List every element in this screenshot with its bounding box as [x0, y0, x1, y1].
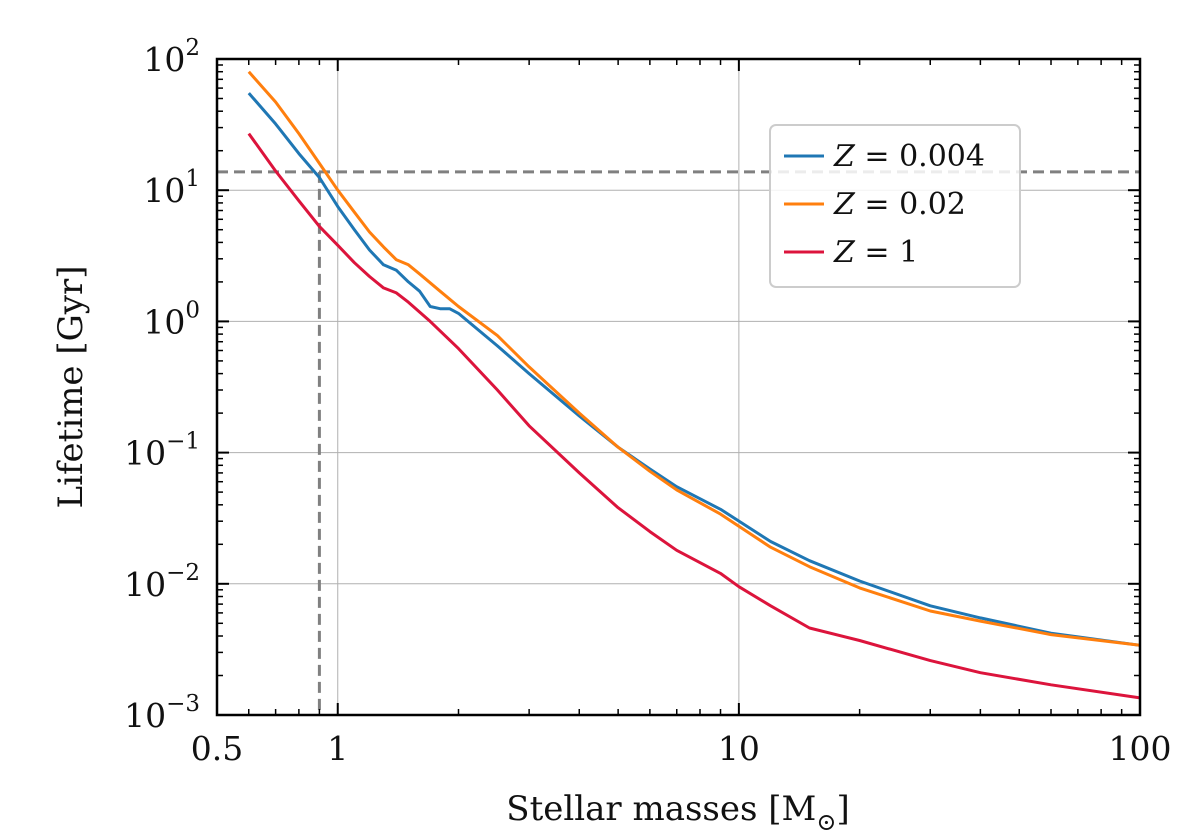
axis-ticks [216, 58, 1140, 716]
x-tick-label: 1 [327, 729, 348, 768]
grid-lines [217, 59, 1140, 715]
series-lines [247, 70, 1141, 700]
y-tick-label: 10−3 [124, 691, 200, 735]
x-tick-label: 100 [1109, 729, 1172, 768]
y-tick-label: 10−2 [124, 560, 200, 604]
series-line-0 [247, 92, 1141, 647]
y-tick-label: 101 [143, 166, 200, 210]
x-tick-label: 10 [718, 729, 760, 768]
y-axis-title: Lifetime [Gyr] [51, 265, 91, 508]
plot-frame [215, 57, 1142, 717]
y-tick-label: 102 [143, 35, 200, 79]
y-tick-label: 10−1 [124, 429, 200, 473]
legend-box [769, 124, 1021, 288]
legend-label-1: Z = 0.02 [833, 187, 966, 222]
legend-label-2: Z = 1 [833, 235, 918, 270]
x-axis-title: Stellar masses [M⊙] [506, 789, 849, 836]
legend: Z = 0.004 Z = 0.02 Z = 1 [769, 124, 1021, 288]
series-line-1 [247, 70, 1141, 647]
series-line-2 [247, 132, 1141, 700]
legend-label-0: Z = 0.004 [833, 139, 985, 174]
y-tick-label: 100 [143, 297, 200, 341]
tick-labels: 0.5 1 10 100 10−3 10−2 10−1 100 101 102 [124, 35, 1171, 768]
x-tick-label: 0.5 [191, 729, 243, 768]
